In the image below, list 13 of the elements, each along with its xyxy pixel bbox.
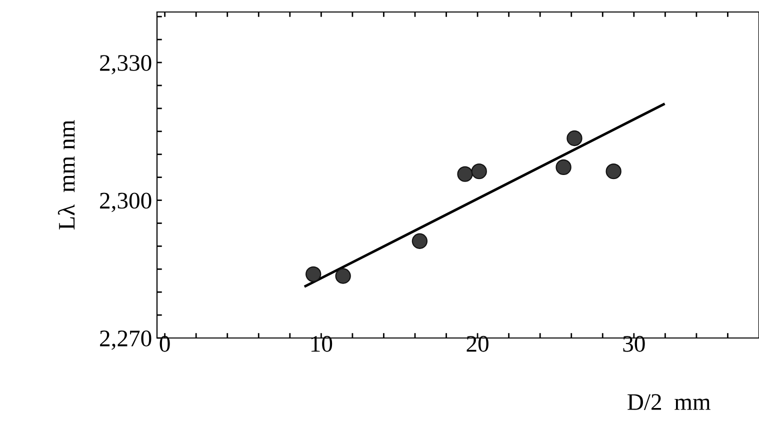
point bbox=[335, 268, 351, 284]
point bbox=[457, 166, 473, 182]
point bbox=[606, 163, 622, 180]
point bbox=[556, 159, 572, 176]
y-tick-label: 2,300 bbox=[100, 192, 152, 212]
y-tick-label: 2,270 bbox=[100, 330, 152, 350]
x-axis-title: D/2 mm bbox=[628, 394, 710, 410]
y-axis-title: Lλ mm nm bbox=[58, 120, 75, 230]
point bbox=[566, 130, 582, 146]
point bbox=[412, 233, 428, 249]
y-tick-label: 2,330 bbox=[100, 55, 152, 74]
point bbox=[306, 266, 322, 282]
point bbox=[471, 163, 487, 180]
